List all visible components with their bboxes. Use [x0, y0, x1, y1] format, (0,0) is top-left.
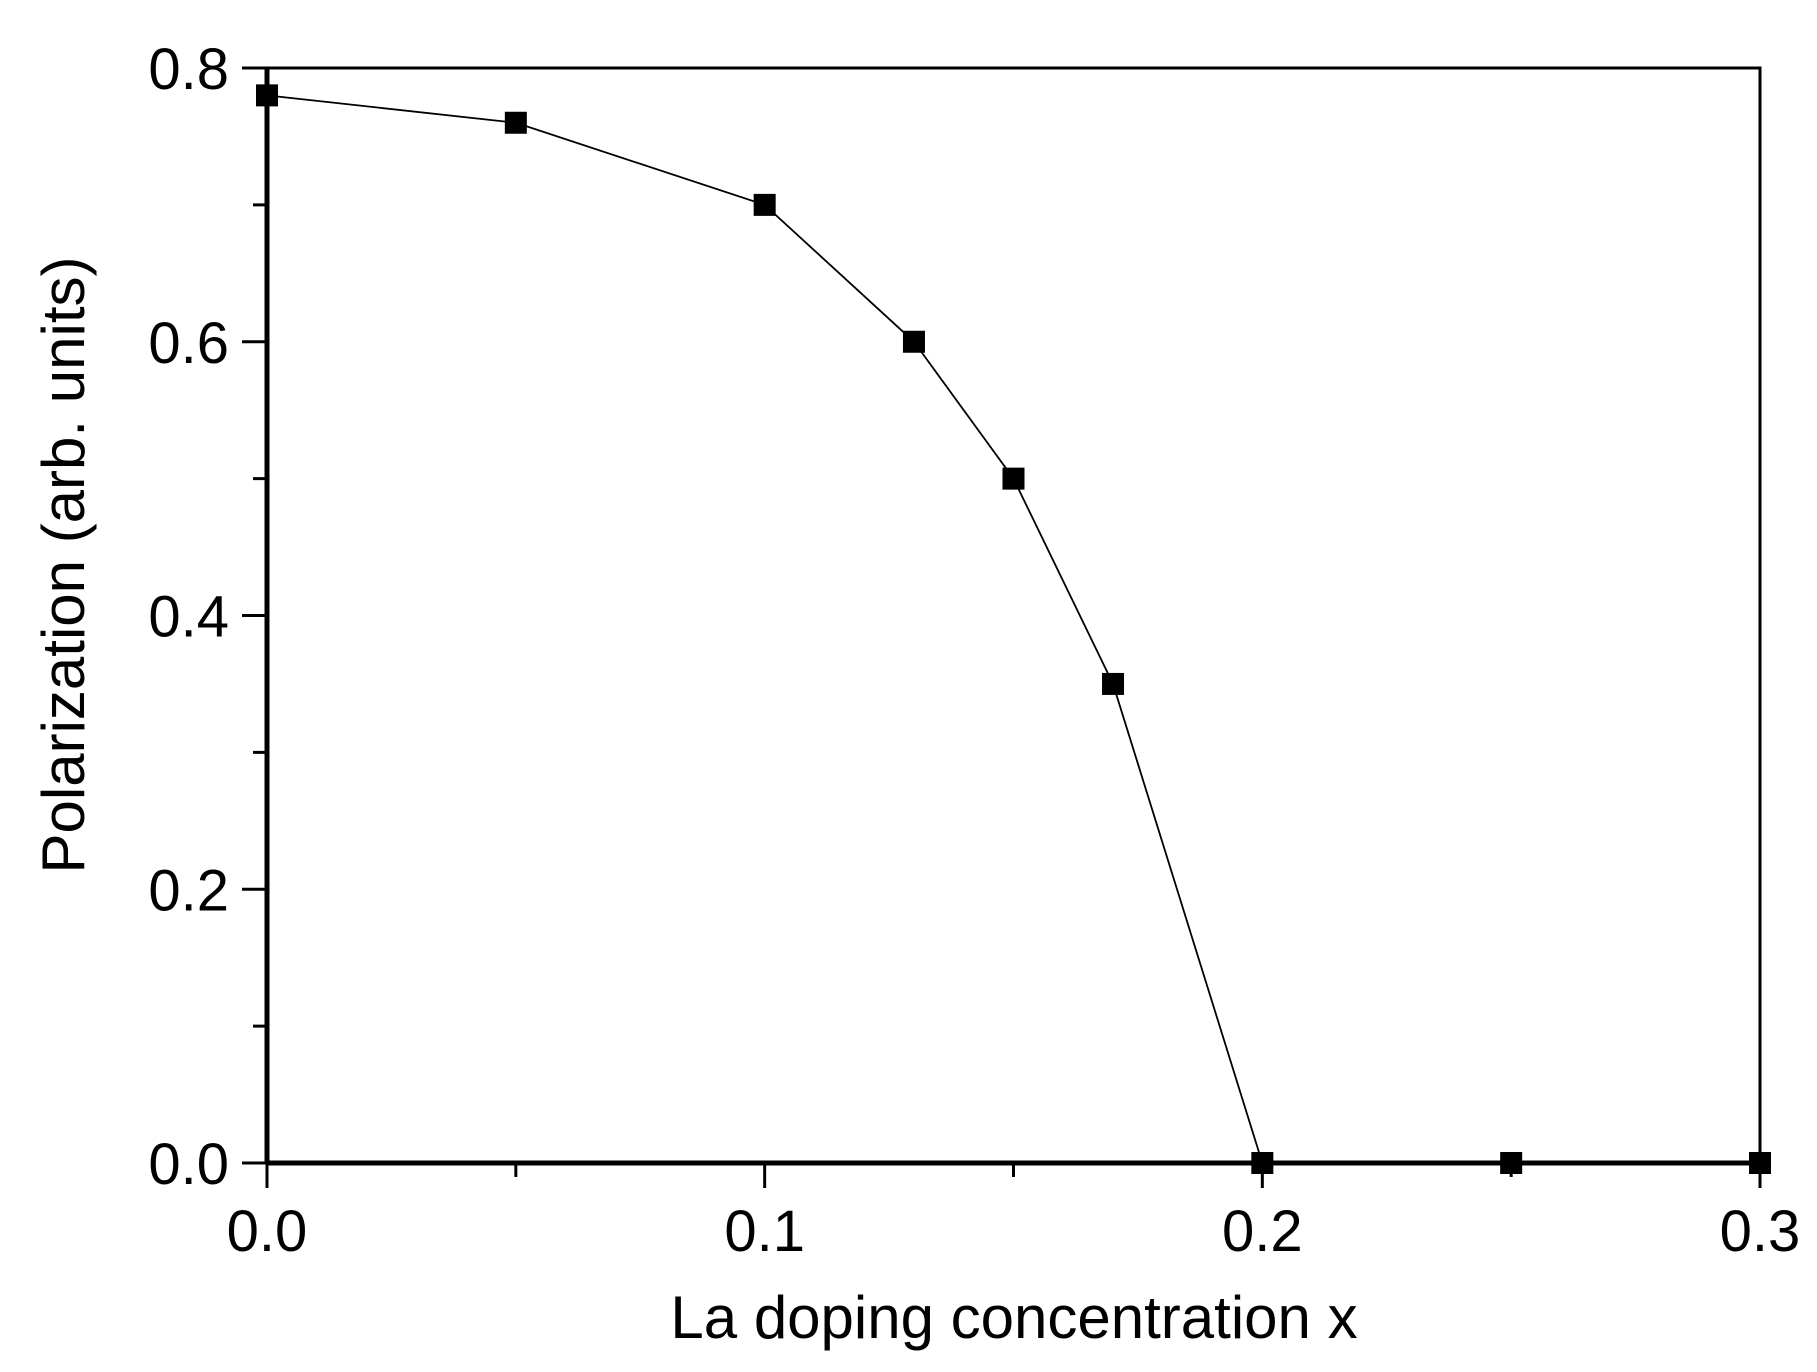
- x-tick-label: 0.3: [1720, 1199, 1801, 1264]
- data-point: [1251, 1152, 1274, 1174]
- x-tick-label: 0.0: [227, 1199, 308, 1264]
- y-tick-label: 0.0: [148, 1132, 229, 1197]
- data-point: [753, 193, 776, 216]
- data-point: [1500, 1152, 1523, 1174]
- y-tick-label: 0.4: [148, 585, 229, 650]
- data-point: [1102, 672, 1125, 695]
- plot-frame: [265, 66, 1762, 1165]
- data-point: [1002, 467, 1025, 490]
- x-tick-label: 0.1: [724, 1199, 805, 1264]
- y-axis-label: Polarization (arb. units): [30, 257, 97, 874]
- y-tick-label: 0.6: [148, 311, 229, 376]
- data-point: [902, 330, 925, 353]
- y-tick-label: 0.2: [148, 858, 229, 923]
- x-tick-label: 0.2: [1222, 1199, 1303, 1264]
- data-point: [504, 111, 527, 134]
- data-line: [266, 94, 1760, 1164]
- data-point: [1749, 1152, 1771, 1174]
- x-axis-label: La doping concentration x: [670, 1284, 1357, 1351]
- y-tick-label: 0.8: [148, 37, 229, 102]
- data-point: [256, 84, 278, 107]
